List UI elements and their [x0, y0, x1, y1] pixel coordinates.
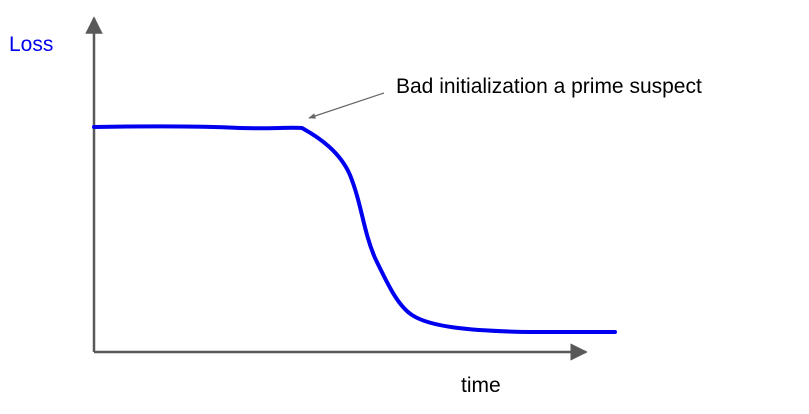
x-axis-label: time: [461, 374, 501, 397]
annotation-arrow: [308, 92, 385, 119]
loss-curve-line: [92, 124, 617, 334]
annotation-text: Bad initialization a prime suspect: [396, 75, 702, 98]
y-axis-label: Loss: [9, 33, 53, 56]
